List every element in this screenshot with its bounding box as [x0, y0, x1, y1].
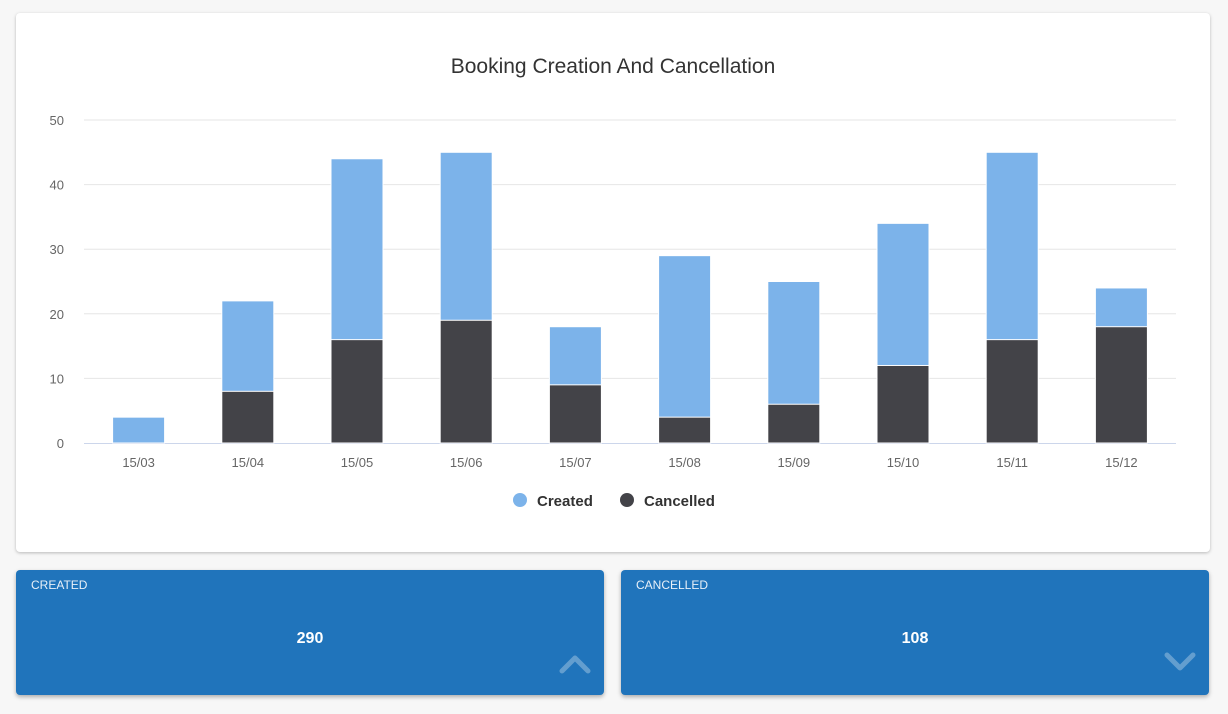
y-tick-label: 10 [50, 371, 64, 386]
bar-cancelled [658, 416, 712, 444]
y-tick-label: 20 [50, 307, 64, 322]
bar-chart: 0 10 20 30 40 50 15/03 15/04 15/05 15/06 15/07 15/0… [50, 113, 1176, 510]
legend-marker-cancelled [620, 493, 634, 507]
x-tick-label: 15/09 [778, 455, 811, 470]
x-tick-label: 15/05 [341, 455, 374, 470]
legend-label-cancelled: Cancelled [644, 493, 715, 510]
bar-cancelled [985, 339, 1039, 444]
bar-cancelled [548, 384, 602, 444]
x-tick-label: 15/07 [559, 455, 592, 470]
x-tick-label: 15/03 [122, 455, 155, 470]
y-tick-label: 0 [57, 436, 64, 451]
chart-title: Booking Creation And Cancellation [450, 55, 776, 78]
stat-label: CREATED [31, 578, 88, 592]
x-tick-label: 15/10 [887, 455, 920, 470]
chevron-up-icon [559, 655, 591, 674]
created-stat-card: CREATED 290 [16, 570, 604, 695]
bar-cancelled [439, 319, 493, 444]
bar-cancelled [767, 403, 821, 444]
legend-label-created: Created [537, 493, 593, 510]
cancelled-stat-card: CANCELLED 108 [621, 570, 1209, 695]
y-tick-label: 40 [50, 178, 64, 193]
legend-marker-created [513, 493, 527, 507]
x-tick-label: 15/04 [232, 455, 265, 470]
stat-value: 108 [901, 630, 929, 647]
bar-created [658, 255, 712, 444]
bar-created [112, 416, 166, 444]
bar-cancelled [330, 339, 384, 444]
bar-cancelled [221, 390, 275, 444]
x-tick-label: 15/06 [450, 455, 483, 470]
bar-cancelled [1094, 326, 1148, 444]
x-tick-label: 15/11 [996, 455, 1028, 470]
x-tick-label: 15/12 [1105, 455, 1138, 470]
y-tick-label: 30 [50, 242, 64, 257]
chevron-down-icon [1164, 652, 1196, 671]
x-tick-label: 15/08 [668, 455, 701, 470]
bar-cancelled [876, 364, 930, 444]
y-tick-label: 50 [50, 113, 64, 128]
stat-value: 290 [296, 630, 324, 647]
stat-label: CANCELLED [636, 578, 709, 592]
